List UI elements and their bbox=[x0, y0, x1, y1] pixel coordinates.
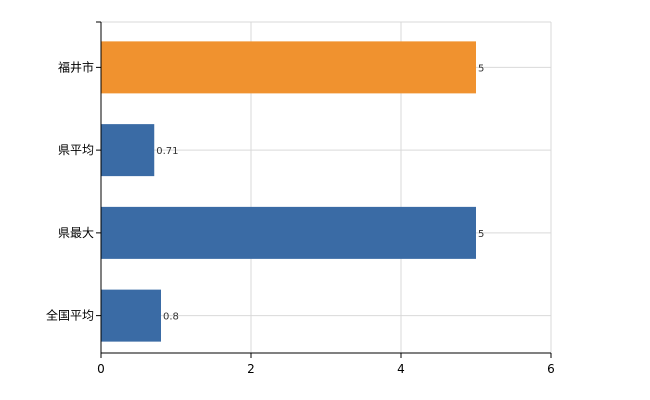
bar-0 bbox=[101, 41, 476, 94]
x-tick-label-0: 0 bbox=[97, 362, 105, 376]
y-tick-label-2: 県最大 bbox=[58, 226, 94, 240]
data-label-1: 0.71 bbox=[156, 146, 178, 157]
data-label-0: 5 bbox=[478, 63, 484, 74]
x-tick-label-1: 2 bbox=[247, 362, 255, 376]
x-tick-label-3: 6 bbox=[547, 362, 555, 376]
y-tick-label-0: 福井市 bbox=[58, 59, 94, 74]
bar-3 bbox=[101, 289, 161, 342]
bar-2 bbox=[101, 206, 476, 259]
axes bbox=[96, 21, 552, 358]
data-label-2: 5 bbox=[478, 229, 484, 240]
x-tick-label-2: 4 bbox=[397, 362, 405, 376]
bar-1 bbox=[101, 124, 155, 177]
data-label-3: 0.8 bbox=[163, 312, 179, 323]
bars bbox=[101, 41, 476, 342]
y-tick-label-1: 県平均 bbox=[58, 143, 94, 157]
y-tick-label-3: 全国平均 bbox=[46, 308, 94, 323]
